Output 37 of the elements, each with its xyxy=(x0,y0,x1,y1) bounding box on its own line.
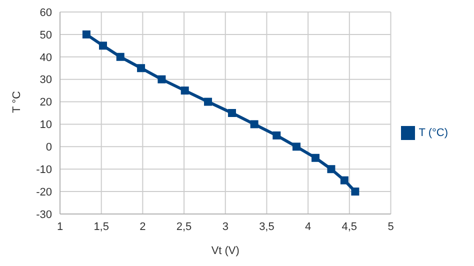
y-tick-label: 30 xyxy=(40,74,52,86)
point xyxy=(204,98,212,106)
x-tick-label: 3 xyxy=(222,220,228,233)
y-axis-title: T °C xyxy=(10,91,23,113)
point xyxy=(228,109,236,117)
y-tick-label: 20 xyxy=(40,96,52,109)
y-tick-label: 50 xyxy=(40,29,52,42)
x-axis-title: Vt (V) xyxy=(211,245,240,257)
point xyxy=(82,30,90,38)
y-tick-label: -20 xyxy=(36,186,52,198)
point xyxy=(340,176,348,184)
x-tick-label: 4,5 xyxy=(342,220,358,233)
point xyxy=(312,154,320,162)
y-tick-label: -30 xyxy=(36,208,52,221)
point xyxy=(137,64,146,72)
point xyxy=(351,188,360,196)
point xyxy=(158,75,166,84)
point xyxy=(99,42,107,50)
point xyxy=(272,131,281,140)
x-tick-label: 2 xyxy=(140,220,146,233)
y-tick-label: 10 xyxy=(40,119,52,132)
point xyxy=(116,52,124,61)
y-tick-label: 40 xyxy=(40,52,52,64)
x-tick-label: 5 xyxy=(388,220,394,233)
x-tick-label: 2,5 xyxy=(176,220,192,233)
y-tick-label: 0 xyxy=(46,142,52,154)
y-tick-label: -10 xyxy=(36,164,52,176)
point xyxy=(180,86,189,95)
x-tick-label: 1,5 xyxy=(94,220,109,233)
legend-label: T (°C) xyxy=(418,126,448,139)
point xyxy=(292,142,300,151)
x-tick-label: 3,5 xyxy=(259,220,274,233)
x-tick-label: 1 xyxy=(56,220,64,233)
y-tick-label: 60 xyxy=(40,6,52,19)
point xyxy=(250,120,258,128)
x-tick-label: 4 xyxy=(305,220,312,233)
point xyxy=(327,165,336,174)
